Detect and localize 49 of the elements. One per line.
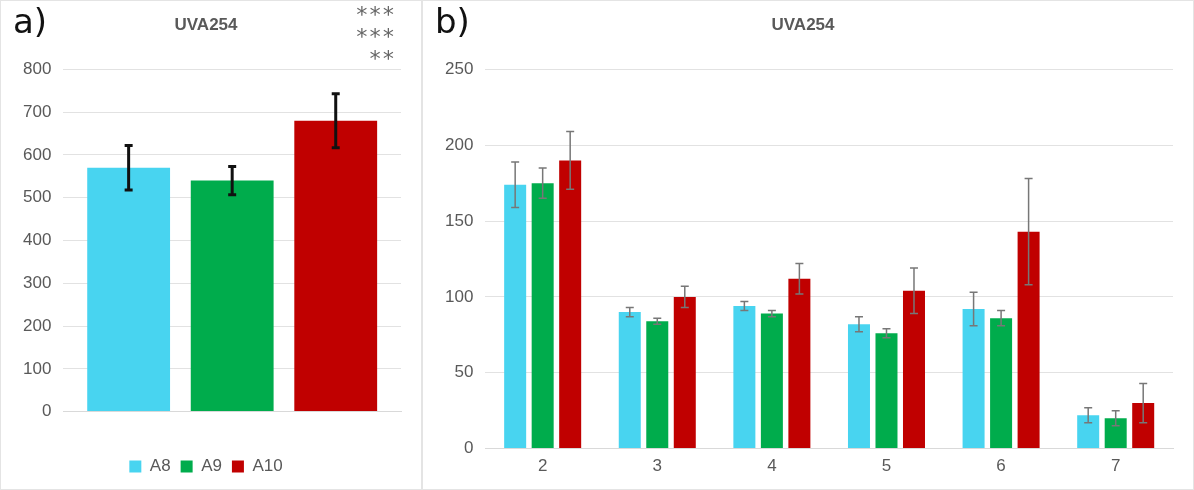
x-tick-label: 7 xyxy=(1110,456,1121,476)
y-tick-label: 700 xyxy=(22,101,52,121)
bar xyxy=(1104,418,1127,449)
y-tick-label: 400 xyxy=(22,230,52,250)
x-tick-label: 4 xyxy=(767,456,777,476)
bar xyxy=(847,324,870,449)
x-tick-label: 3 xyxy=(652,456,663,476)
bar xyxy=(788,278,811,449)
bar xyxy=(646,321,669,449)
bar xyxy=(990,318,1013,449)
bar xyxy=(504,184,527,449)
x-tick-label: 6 xyxy=(996,456,1006,476)
bar xyxy=(1132,403,1155,449)
y-tick-label: 200 xyxy=(444,134,474,154)
legend-label: A9 xyxy=(201,456,222,476)
bar xyxy=(618,312,641,449)
y-tick-label: 500 xyxy=(22,187,52,207)
x-tick-label: 2 xyxy=(537,456,548,476)
y-tick-label: 600 xyxy=(22,144,52,164)
bar xyxy=(1077,415,1100,449)
y-tick-label: 100 xyxy=(22,358,52,378)
y-tick-label: 50 xyxy=(454,362,474,382)
y-tick-label: 800 xyxy=(22,59,52,79)
bar xyxy=(962,309,985,449)
bar xyxy=(733,306,756,449)
y-tick-label: 150 xyxy=(444,210,474,230)
bar xyxy=(294,120,378,412)
legend-label: A10 xyxy=(252,456,283,476)
bar xyxy=(559,160,582,449)
y-tick-label: 100 xyxy=(444,286,474,306)
bar xyxy=(875,333,898,449)
bar xyxy=(1017,231,1040,449)
y-tick-label: 200 xyxy=(22,315,52,335)
y-tick-label: 300 xyxy=(22,272,52,292)
text: b) xyxy=(435,0,470,41)
bar xyxy=(673,296,696,449)
y-tick-label: 0 xyxy=(41,401,52,421)
text: a) xyxy=(13,0,48,41)
legend-label: A8 xyxy=(149,456,171,476)
bar xyxy=(902,290,925,449)
bar xyxy=(190,180,274,412)
y-tick-label: 250 xyxy=(444,59,474,79)
bar xyxy=(760,313,783,449)
x-tick-label: 5 xyxy=(881,456,892,476)
chart-title: UVA254 xyxy=(771,14,836,34)
chart-title: UVA254 xyxy=(174,14,239,34)
bar xyxy=(531,183,554,449)
bar xyxy=(87,167,171,412)
y-tick-label: 0 xyxy=(463,438,474,458)
